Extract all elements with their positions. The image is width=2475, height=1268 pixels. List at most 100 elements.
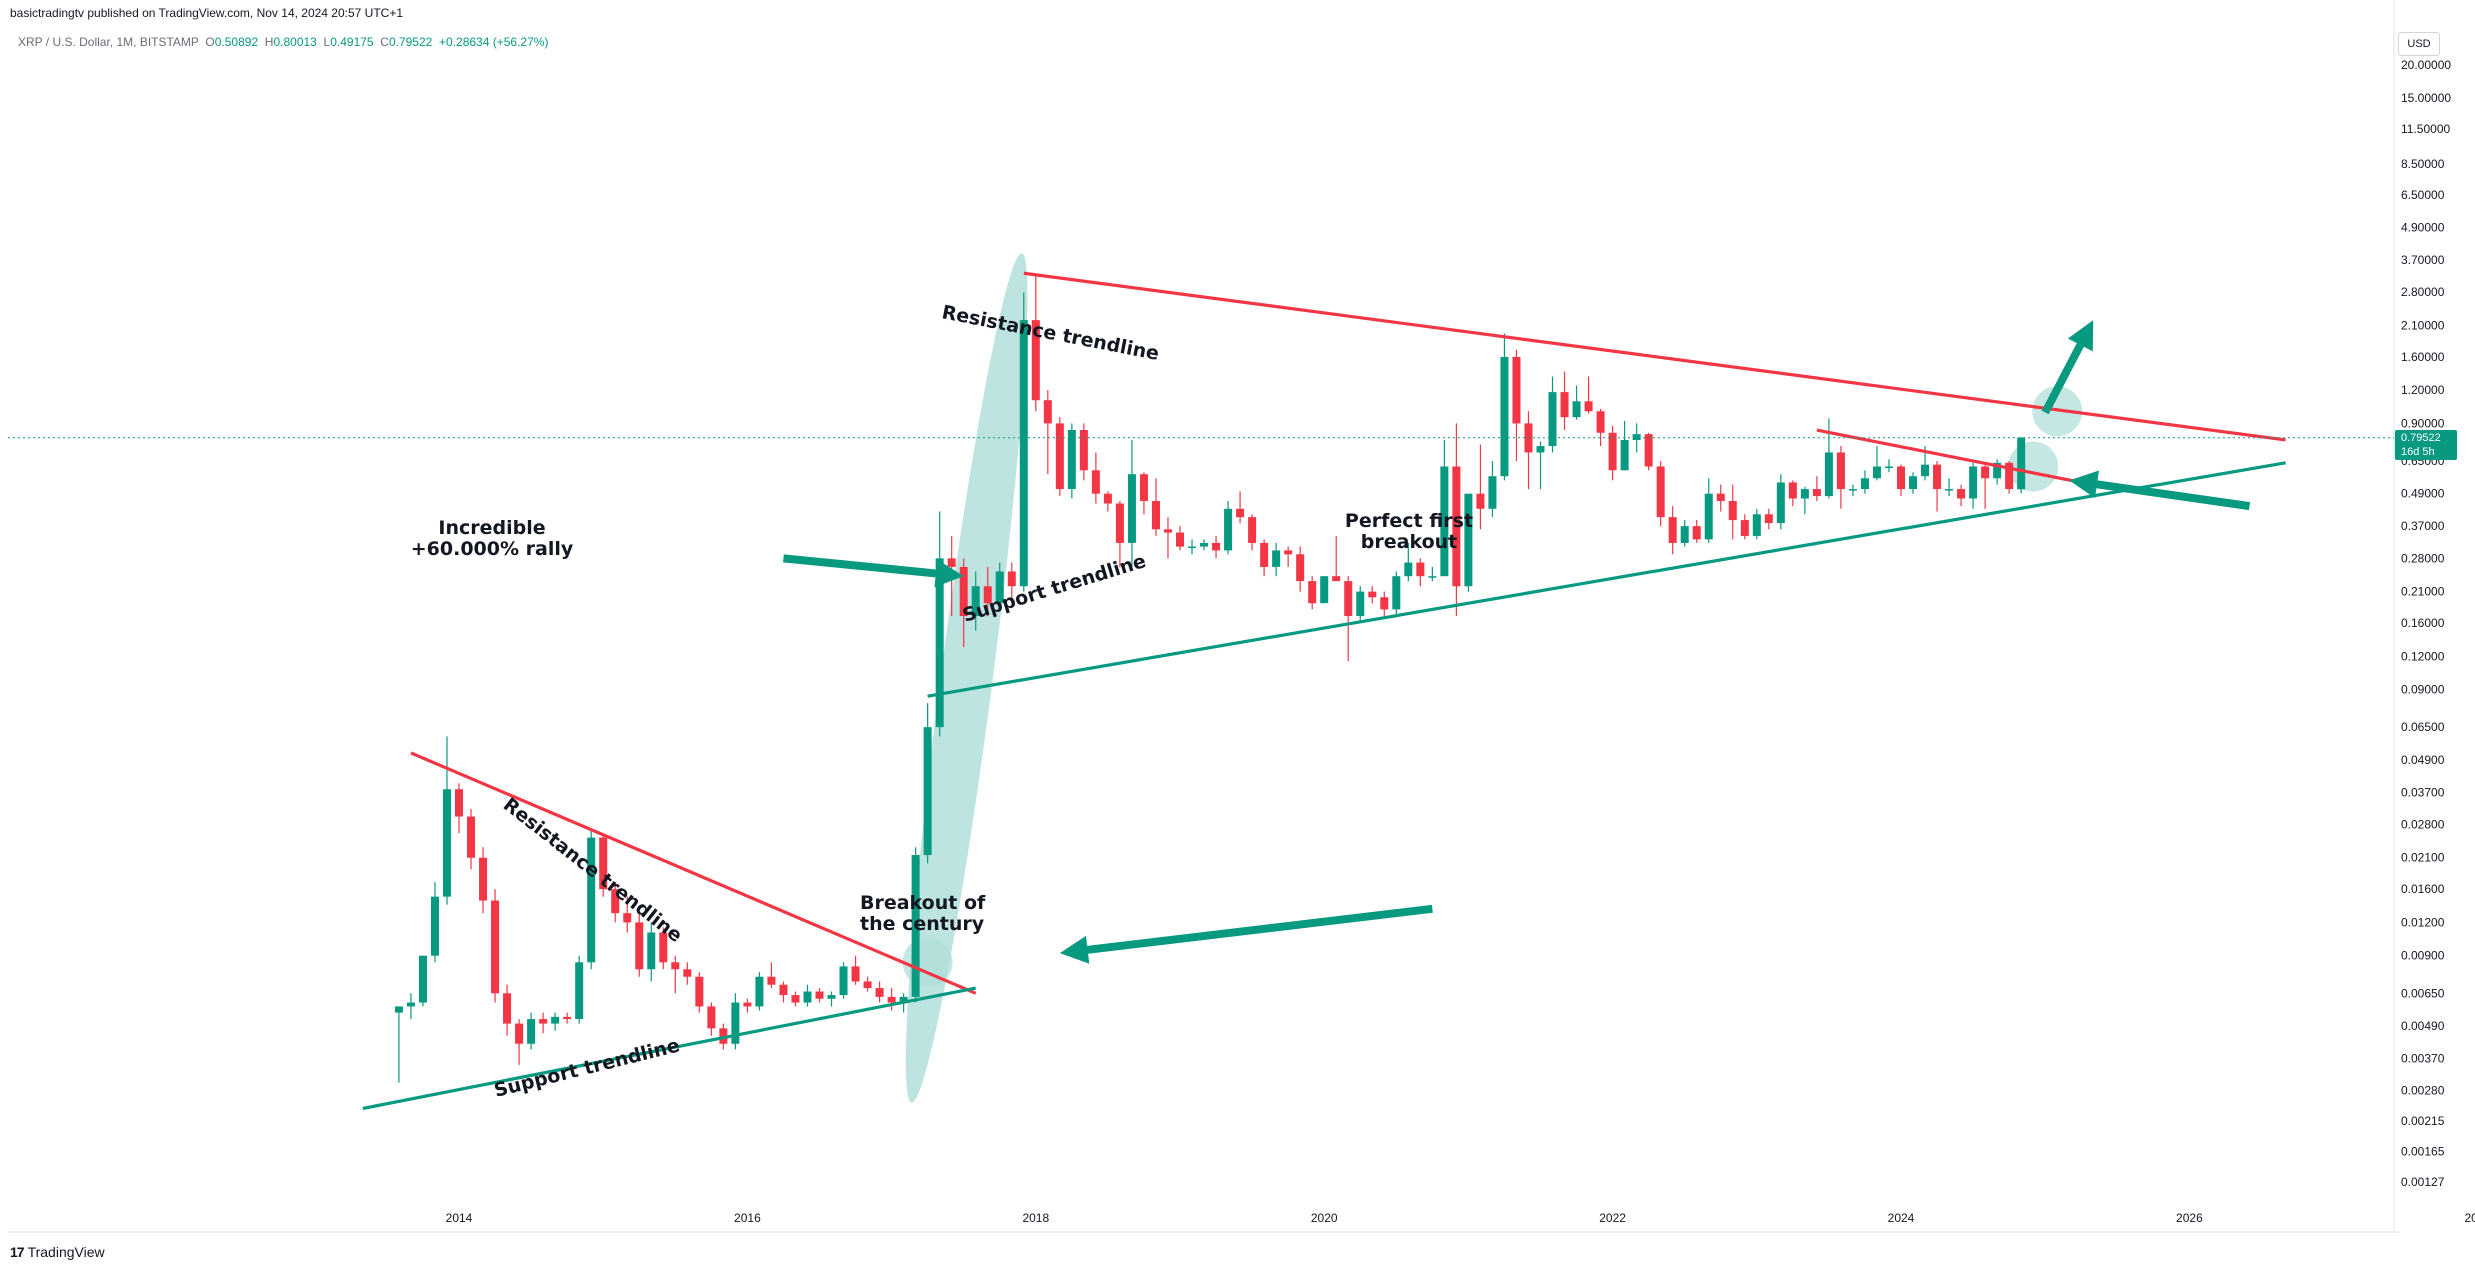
price-tick-label: 20.00000 [2401, 58, 2451, 72]
candle-body [1320, 576, 1329, 604]
candle-body [1848, 489, 1857, 491]
candle-body [1512, 356, 1521, 424]
annotation-arrow-0 [783, 554, 964, 588]
candle-body [1572, 401, 1581, 418]
high-label: H [264, 35, 274, 49]
candle-body [1344, 581, 1353, 617]
candle-body [959, 566, 968, 617]
time-axis[interactable]: 2014201620182020202220242026202820302032… [446, 1211, 2475, 1225]
candle-body [563, 1016, 572, 1020]
bar-countdown: 16d 5h [2401, 445, 2435, 458]
candle-body [1704, 493, 1713, 540]
candle-body [1945, 489, 1954, 491]
candle-body [1812, 489, 1821, 497]
ohlc-legend: XRP / U.S. Dollar, 1M, BITSTAMP O0.50892… [18, 35, 548, 49]
candle-body [1776, 482, 1785, 524]
candle-body [623, 913, 632, 923]
trendline-resistance-lower[interactable] [410, 751, 977, 995]
price-tick-label: 2.80000 [2401, 285, 2445, 299]
candle-body [635, 922, 644, 970]
trendline-support-lower[interactable] [362, 986, 977, 1111]
candle-body [947, 558, 956, 567]
price-tick-label: 0.04900 [2401, 753, 2445, 767]
candle-body [1212, 542, 1221, 551]
currency-selector[interactable]: USD [2398, 32, 2440, 56]
candle-body [731, 1002, 740, 1044]
candle-body [851, 966, 860, 982]
candle-body [1981, 466, 1990, 479]
candle-body [683, 969, 692, 977]
trendline-support-upper[interactable] [927, 461, 2286, 698]
candle-body [803, 991, 812, 1003]
label-century-line1: Breakout of [860, 892, 986, 914]
candle-body [1884, 466, 1893, 468]
highlight-layer [902, 253, 2083, 1103]
price-tick-label: 0.00165 [2401, 1145, 2445, 1159]
candle-body [1200, 542, 1209, 547]
label-support-lower: Support trendline [492, 1034, 682, 1101]
candle-body [1284, 550, 1293, 555]
candle-body [1993, 462, 2002, 479]
candle-body [611, 889, 620, 914]
price-tick-label: 0.00650 [2401, 986, 2445, 1000]
tradingview-logo-icon: 17 [10, 1244, 25, 1260]
tradingview-logo[interactable]: 17 TradingView [10, 1244, 105, 1260]
candle-body [394, 1006, 403, 1013]
price-tick-label: 8.50000 [2401, 157, 2445, 171]
publisher-line: basictradingtv published on TradingView.… [10, 6, 404, 20]
label-perfect-line2: breakout [1361, 531, 1457, 553]
candle-body [983, 586, 992, 604]
annotation-arrow-2 [1059, 904, 1433, 964]
candle-body [1163, 529, 1172, 533]
candle-body [1957, 489, 1966, 499]
candle-body [1055, 423, 1064, 490]
tradingview-logo-text: TradingView [27, 1244, 105, 1260]
trendline-resistance-recent[interactable] [1816, 428, 2082, 485]
time-tick-label: 2014 [446, 1211, 473, 1225]
candle-body [1380, 597, 1389, 610]
candle-body [1272, 550, 1281, 567]
candle-body [467, 816, 476, 858]
price-tick-label: 0.12000 [2401, 649, 2445, 663]
candle-body [503, 993, 512, 1024]
candle-body [1668, 517, 1677, 543]
candle-body [1007, 571, 1016, 587]
candle-body [695, 976, 704, 1007]
rally-highlight [905, 253, 1028, 1103]
label-perfect-line1: Perfect first [1345, 510, 1473, 532]
candle-body [2017, 437, 2026, 490]
candle-body [1260, 542, 1269, 567]
time-tick-label: 2020 [1311, 1211, 1338, 1225]
price-tick-label: 1.60000 [2401, 350, 2445, 364]
price-tick-label: 11.50000 [2401, 122, 2450, 136]
trendline-resistance-upper[interactable] [1023, 271, 2286, 442]
candle-body [1800, 489, 1809, 499]
open-label: O [205, 35, 215, 49]
candle-body [1476, 493, 1485, 509]
candle-body [755, 976, 764, 1007]
price-tick-label: 0.01600 [2401, 882, 2445, 896]
candle-body [1151, 500, 1160, 530]
symbol-label[interactable]: XRP / U.S. Dollar, 1M, BITSTAMP [18, 35, 199, 49]
candle-body [515, 1023, 524, 1044]
candle-body [2005, 462, 2014, 490]
candle-body [1740, 520, 1749, 536]
label-century-line2: the century [860, 913, 985, 935]
candle-body [1560, 392, 1569, 418]
candle-body [1692, 526, 1701, 540]
trendline-layer [362, 271, 2286, 1111]
price-tick-label: 0.02100 [2401, 851, 2445, 865]
candle-body [1308, 581, 1317, 604]
candle-body [827, 995, 836, 999]
price-tick-label: 2.10000 [2401, 318, 2445, 332]
price-axis[interactable]: 20.00000 15.00000 11.50000 8.50000 6.50000 4.… [2401, 58, 2451, 1189]
current-price-tag: 0.79522 16d 5h [2395, 429, 2457, 460]
candle-body [479, 857, 488, 901]
price-tick-label: 0.02800 [2401, 817, 2445, 831]
candle-body [1632, 434, 1641, 440]
price-tick-label: 6.50000 [2401, 188, 2445, 202]
candle-body [1452, 466, 1461, 587]
time-tick-label: 2022 [1599, 1211, 1626, 1225]
time-tick-label: 2016 [734, 1211, 761, 1225]
